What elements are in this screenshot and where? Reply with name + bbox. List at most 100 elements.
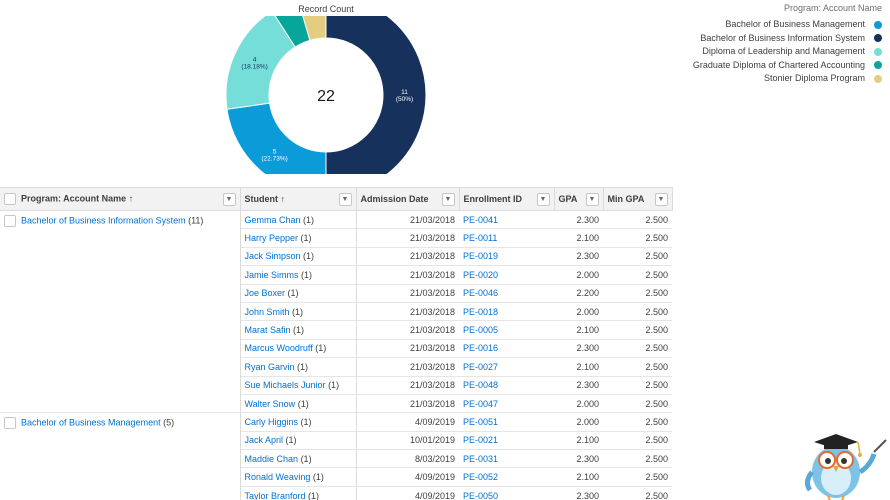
student-link[interactable]: John Smith [244, 306, 290, 317]
student-link[interactable]: Jamie Simms [244, 269, 299, 280]
student-link[interactable]: Marat Safin [244, 325, 291, 336]
table-row[interactable]: Jamie Simms (1) 21/03/2018 PE-0020 2.000 2.5… [0, 265, 672, 285]
enrollment-id-link[interactable]: PE-0051 [463, 416, 499, 427]
table-row[interactable]: Maddie Chan (1) 8/03/2019 PE-0031 2.300 2.50… [0, 449, 672, 469]
enrollment-id-link[interactable]: PE-0052 [463, 472, 499, 483]
legend-item[interactable]: Stonier Diploma Program [693, 72, 882, 86]
legend-item[interactable]: Bachelor of Business Management [693, 18, 882, 32]
enrollment-id-link[interactable]: PE-0046 [463, 288, 499, 299]
column-menu-icon[interactable]: ▼ [338, 193, 352, 206]
enrollment-id-cell: PE-0027 [459, 357, 554, 377]
group-checkbox[interactable] [4, 417, 16, 430]
student-count: (1) [287, 288, 299, 299]
legend-item[interactable]: Bachelor of Business Information System [693, 32, 882, 46]
admission-date-cell: 8/03/2019 [356, 449, 459, 469]
enrollment-id-cell: PE-0050 [459, 486, 554, 500]
student-count: (1) [297, 361, 309, 372]
donut-slice[interactable] [225, 16, 296, 110]
donut-chart[interactable]: 11(50%) 5(22.73%) 4(18.18%) 22 [222, 16, 430, 174]
table-row[interactable]: Harry Pepper (1) 21/03/2018 PE-0011 2.100 2.… [0, 228, 672, 248]
column-header-min-gpa[interactable]: Min GPA ▼ [603, 187, 673, 211]
column-header-admission-date[interactable]: Admission Date ▼ [356, 187, 460, 211]
column-header-gpa[interactable]: GPA ▼ [554, 187, 604, 211]
group-name-link[interactable]: Bachelor of Business Information System [21, 215, 186, 226]
enrollment-id-link[interactable]: PE-0027 [463, 361, 499, 372]
table-row[interactable]: Jack April (1) 10/01/2019 PE-0021 2.100 2.50… [0, 431, 672, 451]
student-cell: Joe Boxer (1) [240, 284, 357, 303]
enrollment-id-link[interactable]: PE-0016 [463, 343, 499, 354]
enrollment-id-link[interactable]: PE-0041 [463, 214, 499, 225]
table-row[interactable]: John Smith (1) 21/03/2018 PE-0018 2.000 2.50… [0, 302, 672, 322]
legend-item[interactable]: Diploma of Leadership and Management [693, 45, 882, 59]
legend-item-label: Bachelor of Business Management [725, 19, 865, 29]
group-checkbox[interactable] [4, 215, 16, 227]
student-link[interactable]: Gemma Chan [244, 214, 301, 225]
table-row[interactable]: Sue Michaels Junior (1) 21/03/2018 PE-0048… [0, 376, 672, 395]
admission-date-cell: 21/03/2018 [356, 210, 459, 230]
column-header-enrollment-id[interactable]: Enrollment ID ▼ [459, 187, 555, 211]
enrollment-id-cell: PE-0018 [459, 302, 554, 322]
donut-chart-panel: Record Count 11 (50%) 5 (22.73%) 4 (18.18%) 22… [0, 0, 890, 186]
student-link[interactable]: Joe Boxer [244, 288, 286, 299]
enrollment-id-cell: PE-0019 [459, 247, 554, 267]
enrollment-id-link[interactable]: PE-0020 [463, 269, 499, 280]
legend-item[interactable]: Graduate Diploma of Chartered Accounting [693, 59, 882, 73]
student-link[interactable]: Carly Higgins [244, 416, 299, 427]
student-link[interactable]: Marcus Woodruff [244, 343, 313, 354]
student-link[interactable]: Ronald Weaving [244, 472, 311, 483]
enrollment-id-cell: PE-0041 [459, 210, 554, 230]
column-menu-icon[interactable]: ▼ [654, 193, 668, 206]
enrollment-id-link[interactable]: PE-0047 [463, 398, 499, 409]
donut-slice[interactable] [298, 16, 327, 41]
enrollment-id-link[interactable]: PE-0031 [463, 453, 499, 464]
table-row[interactable]: Ryan Garvin (1) 21/03/2018 PE-0027 2.100 2.5… [0, 357, 672, 377]
enrollment-id-link[interactable]: PE-0019 [463, 251, 499, 262]
donut-slice[interactable] [226, 102, 327, 174]
column-header-student[interactable]: Student ↑ ▼ [240, 187, 357, 211]
donut-slice[interactable] [325, 16, 427, 174]
student-cell: John Smith (1) [240, 302, 357, 322]
student-link[interactable]: Ryan Garvin [244, 361, 295, 372]
enrollment-id-link[interactable]: PE-0005 [463, 325, 499, 336]
enrollment-id-link[interactable]: PE-0048 [463, 380, 499, 391]
table-row[interactable]: Walter Snow (1) 21/03/2018 PE-0047 2.000 2.5… [0, 394, 672, 414]
table-row[interactable]: Taylor Branford (1) 4/09/2019 PE-0050 2.300… [0, 486, 672, 500]
slice-value-label: 11 [401, 89, 408, 96]
student-cell: Jamie Simms (1) [240, 265, 357, 285]
column-menu-icon[interactable]: ▼ [585, 193, 599, 206]
enrollment-id-link[interactable]: PE-0021 [463, 435, 499, 446]
enrollment-id-link[interactable]: PE-0011 [463, 233, 498, 244]
table-row[interactable]: Bachelor of Business Information System … [0, 210, 672, 414]
column-header-program[interactable]: Program: Account Name ↑ ▼ [0, 187, 241, 211]
student-link[interactable]: Taylor Branford [244, 490, 306, 500]
table-row[interactable]: Ronald Weaving (1) 4/09/2019 PE-0052 2.100 2… [0, 467, 672, 487]
column-menu-icon[interactable]: ▼ [441, 193, 455, 206]
group-name-link[interactable]: Bachelor of Business Management [21, 417, 161, 428]
table-row[interactable]: Marcus Woodruff (1) 21/03/2018 PE-0016 2.30… [0, 339, 672, 359]
student-link[interactable]: Maddie Chan [244, 453, 299, 464]
gpa-cell: 2.300 [554, 376, 603, 395]
admission-date-cell: 4/09/2019 [356, 412, 459, 432]
student-link[interactable]: Walter Snow [244, 398, 296, 409]
student-count: (1) [303, 214, 315, 225]
column-menu-icon[interactable]: ▼ [536, 193, 550, 206]
enrollment-id-link[interactable]: PE-0050 [463, 490, 499, 500]
table-row[interactable]: Marat Safin (1) 21/03/2018 PE-0005 2.100 2.5… [0, 320, 672, 340]
student-cell: Gemma Chan (1) [240, 210, 357, 230]
table-row[interactable]: Bachelor of Business Management (5) Carly… [0, 412, 672, 500]
select-all-checkbox[interactable] [4, 193, 16, 205]
enrollment-id-link[interactable]: PE-0018 [463, 306, 499, 317]
table-row[interactable]: Joe Boxer (1) 21/03/2018 PE-0046 2.200 2.500 [0, 284, 672, 303]
min-gpa-cell: 2.500 [603, 210, 672, 230]
student-link[interactable]: Sue Michaels Junior [244, 380, 326, 391]
student-link[interactable]: Jack April [244, 435, 284, 446]
student-link[interactable]: Jack Simpson [244, 251, 301, 262]
legend-color-dot [874, 47, 882, 56]
min-gpa-cell: 2.500 [603, 394, 672, 414]
gpa-cell: 2.100 [554, 357, 603, 377]
student-link[interactable]: Harry Pepper [244, 233, 299, 244]
column-menu-icon[interactable]: ▼ [222, 193, 236, 206]
table-row[interactable]: Jack Simpson (1) 21/03/2018 PE-0019 2.300 2.… [0, 247, 672, 267]
enrollment-id-cell: PE-0048 [459, 376, 554, 395]
report-table-container: Program: Account Name ↑ ▼ Student ↑ ▼ Admi… [0, 187, 890, 500]
